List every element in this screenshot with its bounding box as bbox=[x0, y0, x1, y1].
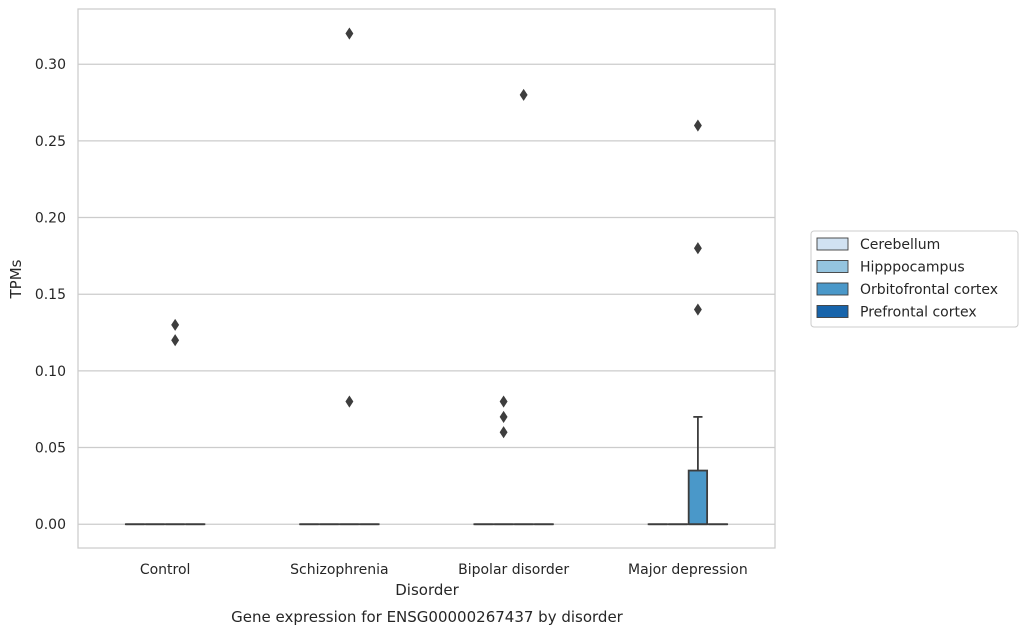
legend-label: Orbitofrontal cortex bbox=[860, 282, 998, 298]
x-tick-label: Control bbox=[140, 562, 191, 578]
legend-swatch bbox=[816, 282, 849, 296]
outlier-point bbox=[171, 318, 180, 331]
outlier-point bbox=[499, 395, 508, 408]
y-tick-labels: 0.00 0.05 0.10 0.15 0.20 0.25 0.30 bbox=[35, 57, 66, 533]
y-tick-label: 0.10 bbox=[35, 364, 66, 380]
legend-label: Cerebellum bbox=[860, 237, 940, 253]
x-tick-label: Major depression bbox=[628, 562, 748, 578]
box-control-orbitofrontal-cortex bbox=[165, 318, 186, 526]
y-tick-label: 0.00 bbox=[35, 517, 66, 533]
x-tick-label: Schizophrenia bbox=[290, 562, 388, 578]
outlier-point bbox=[171, 334, 180, 347]
x-tick-labels: Control Schizophrenia Bipolar disorder Majo… bbox=[140, 562, 748, 578]
y-tick-label: 0.20 bbox=[35, 211, 66, 227]
box-bipolar-disorder-orbitofrontal-cortex bbox=[513, 88, 534, 526]
y-axis-label: TPMs bbox=[7, 259, 25, 299]
y-tick-label: 0.15 bbox=[35, 287, 66, 303]
boxes bbox=[124, 27, 729, 526]
outlier-point bbox=[345, 27, 354, 40]
box-schizophrenia-orbitofrontal-cortex bbox=[339, 27, 360, 526]
outlier-point bbox=[693, 303, 702, 316]
legend-label: Hipppocampus bbox=[860, 260, 965, 276]
plot-frame bbox=[77, 8, 776, 549]
y-tick-label: 0.25 bbox=[35, 134, 66, 150]
legend-swatch bbox=[816, 237, 849, 251]
legend-frame bbox=[810, 230, 1019, 328]
box-major-depression-orbitofrontal-cortex bbox=[687, 119, 709, 526]
x-tick-label: Bipolar disorder bbox=[458, 562, 569, 578]
outlier-point bbox=[499, 410, 508, 423]
legend-swatch bbox=[816, 260, 849, 273]
x-axis-label: Disorder bbox=[395, 581, 459, 599]
outlier-point bbox=[499, 426, 508, 439]
outlier-point bbox=[693, 119, 702, 132]
box-body bbox=[687, 469, 709, 526]
y-tick-label: 0.30 bbox=[35, 57, 66, 73]
outlier-point bbox=[519, 88, 528, 101]
legend: Cerebellum Hipppocampus Orbitofrontal cort… bbox=[810, 230, 1019, 328]
box-bipolar-disorder-hipppocampus bbox=[493, 395, 514, 526]
chart-caption: Gene expression for ENSG00000267437 by d… bbox=[231, 608, 624, 626]
legend-label: Prefrontal cortex bbox=[860, 305, 977, 321]
legend-swatch bbox=[816, 305, 849, 318]
outlier-point bbox=[693, 242, 702, 255]
outlier-point bbox=[345, 395, 354, 408]
y-tick-label: 0.05 bbox=[35, 441, 66, 457]
